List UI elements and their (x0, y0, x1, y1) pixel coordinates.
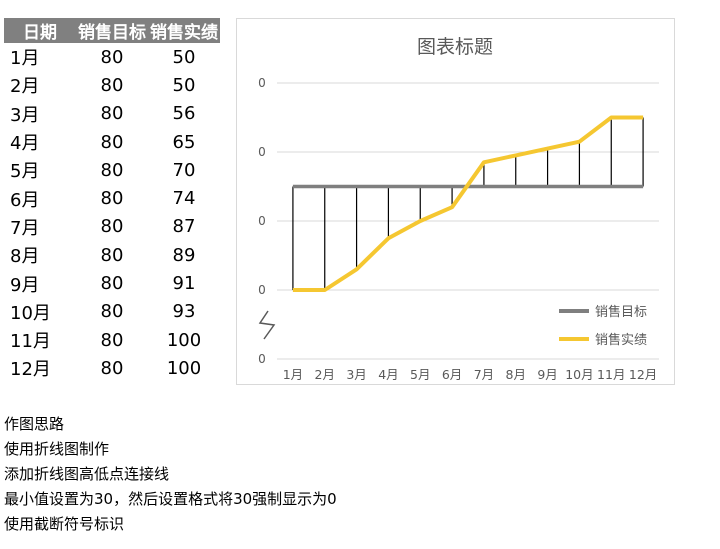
note-line: 作图思路 (4, 415, 65, 433)
cell-month: 1月 (10, 48, 40, 70)
cell-target: 80 (100, 216, 124, 238)
line-chart: 图表标题 0 0 0 0 0 1月 2月 3月 4月 5月 6月 7月 8月 9月 10月 11月 12月 销售目标… (258, 36, 659, 382)
cell-month: 11月 (10, 331, 51, 353)
x-tick-label: 8月 (506, 367, 526, 382)
x-tick-label: 3月 (346, 367, 366, 382)
y-tick-label: 0 (258, 283, 266, 297)
cell-month: 3月 (10, 104, 40, 126)
cell-target: 80 (100, 74, 124, 96)
axis-break-icon (258, 310, 276, 340)
cell-actual: 89 (172, 244, 196, 266)
cell-target: 80 (100, 188, 124, 210)
cell-month: 4月 (10, 133, 40, 155)
cell-actual: 56 (172, 103, 196, 125)
notes-section: 作图思路使用折线图制作添加折线图高低点连接线最小值设置为30，然后设置格式将30… (4, 412, 337, 537)
table-row: 10月 80 93 (4, 298, 220, 326)
chart-area: 图表标题 0 0 0 0 0 1月 2月 3月 4月 5月 6月 7月 8月 9月 10月 11月 12月 销售目标… (236, 18, 675, 385)
table-row: 2月 80 50 (4, 71, 220, 99)
x-tick-label: 5月 (410, 367, 430, 382)
cell-month: 9月 (10, 274, 40, 296)
cell-actual: 50 (172, 46, 196, 68)
x-tick-label: 7月 (474, 367, 494, 382)
legend-label: 销售目标 (595, 304, 647, 320)
y-tick-label: 0 (258, 214, 266, 228)
cell-month: 6月 (10, 189, 40, 211)
y-tick-label: 0 (258, 352, 266, 366)
header-date: 日期 (4, 18, 76, 43)
cell-target: 80 (100, 159, 124, 181)
cell-target: 80 (100, 357, 124, 379)
cell-target: 80 (100, 301, 124, 323)
cell-target: 80 (100, 131, 124, 153)
table-header-row: 日期 销售目标 销售实绩 (4, 18, 220, 43)
x-tick-label: 9月 (537, 367, 557, 382)
cell-target: 80 (100, 244, 124, 266)
x-tick-label: 12月 (629, 367, 657, 382)
table-row: 12月 80 100 (4, 354, 220, 382)
table-row: 9月 80 91 (4, 269, 220, 297)
cell-target: 80 (100, 103, 124, 125)
cell-month: 10月 (10, 302, 51, 324)
cell-month: 7月 (10, 217, 40, 239)
table-row: 6月 80 74 (4, 184, 220, 212)
cell-actual: 65 (172, 131, 196, 153)
x-tick-label: 6月 (442, 367, 462, 382)
y-tick-label: 0 (258, 145, 266, 159)
cell-actual: 100 (166, 357, 202, 379)
x-tick-label: 4月 (378, 367, 398, 382)
cell-target: 80 (100, 46, 124, 68)
cell-month: 12月 (10, 359, 51, 381)
cell-target: 80 (100, 329, 124, 351)
header-sales-target: 销售目标 (76, 18, 148, 43)
cell-actual: 93 (172, 301, 196, 323)
note-line: 使用折线图制作 (4, 440, 110, 458)
x-tick-label: 10月 (565, 367, 593, 382)
x-tick-label: 1月 (283, 367, 303, 382)
table-row: 8月 80 89 (4, 241, 220, 269)
chart-title: 图表标题 (417, 36, 493, 58)
cell-actual: 74 (172, 188, 196, 210)
table-row: 5月 80 70 (4, 156, 220, 184)
note-line: 最小值设置为30，然后设置格式将30强制显示为0 (4, 490, 337, 508)
cell-target: 80 (100, 273, 124, 295)
sales-data-table: 日期 销售目标 销售实绩 1月 80 50 2月 80 50 3月 80 56 4月 80 65 5月 8… (4, 18, 220, 383)
table-row: 1月 80 50 (4, 43, 220, 71)
cell-actual: 50 (172, 74, 196, 96)
table-body: 1月 80 50 2月 80 50 3月 80 56 4月 80 65 5月 80 70 6月 80 74 7月 80… (4, 43, 220, 383)
note-line: 添加折线图高低点连接线 (4, 465, 170, 483)
table-row: 11月 80 100 (4, 326, 220, 354)
note-line: 使用截断符号标识 (4, 515, 125, 533)
series-line-1 (292, 115, 644, 292)
table-row: 4月 80 65 (4, 128, 220, 156)
cell-actual: 70 (172, 159, 196, 181)
table-row: 7月 80 87 (4, 213, 220, 241)
x-tick-label: 11月 (597, 367, 625, 382)
cell-actual: 100 (166, 329, 202, 351)
x-tick-label: 2月 (315, 367, 335, 382)
cell-month: 8月 (10, 246, 40, 268)
legend-label: 销售实绩 (595, 332, 647, 348)
cell-month: 5月 (10, 161, 40, 183)
header-sales-actual: 销售实绩 (148, 18, 220, 43)
cell-actual: 87 (172, 216, 196, 238)
y-tick-label: 0 (258, 76, 266, 90)
cell-month: 2月 (10, 76, 40, 98)
cell-actual: 91 (172, 273, 196, 295)
table-row: 3月 80 56 (4, 100, 220, 128)
